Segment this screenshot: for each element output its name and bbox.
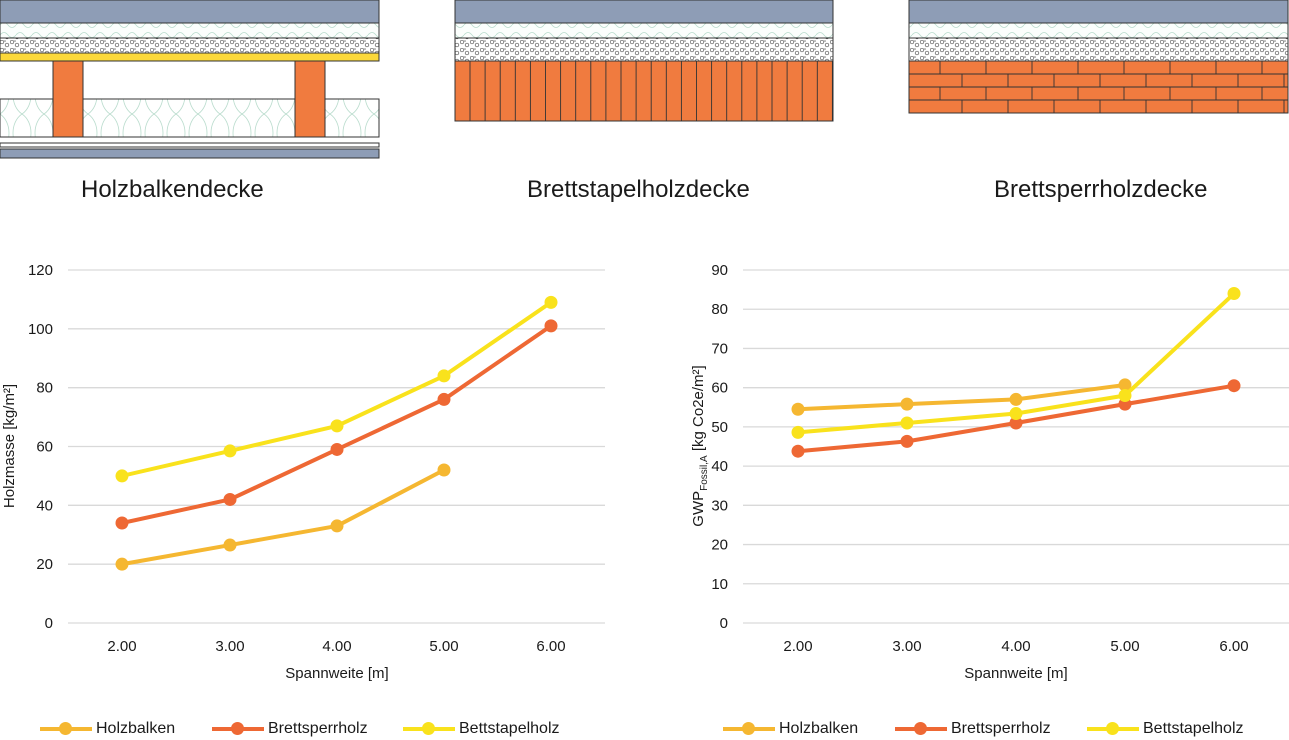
gwp-point-bettstapelholz bbox=[791, 425, 805, 439]
holzmasse-point-holzbalken bbox=[330, 519, 344, 533]
legend-item-holzbalken: Holzbalken bbox=[40, 720, 175, 738]
gwp-y-tick-label: 30 bbox=[711, 497, 728, 514]
holzmasse-y-axis-title: Holzmasse [kg/m²] bbox=[1, 384, 18, 508]
gwp-y-tick-label: 0 bbox=[720, 615, 728, 632]
legend-swatch bbox=[212, 722, 264, 735]
gwp-y-tick-label: 40 bbox=[711, 458, 728, 475]
gwp-point-brettsperrholz bbox=[900, 434, 914, 448]
floor-construction-diagrams bbox=[0, 0, 1289, 159]
gwp-point-holzbalken bbox=[1009, 392, 1023, 406]
legend-swatch bbox=[403, 722, 455, 735]
holzmasse-y-tick-label: 100 bbox=[28, 321, 53, 338]
gwp-point-bettstapelholz bbox=[900, 416, 914, 430]
holzmasse-y-tick-label: 120 bbox=[28, 262, 53, 279]
legend-swatch bbox=[895, 722, 947, 735]
gwp-x-tick-label: 2.00 bbox=[783, 638, 812, 655]
diagram-brettsperrholzdecke bbox=[908, 0, 1289, 114]
diagram-title-holzbalkendecke: Holzbalkendecke bbox=[81, 176, 264, 203]
holzmasse-point-brettsperrholz bbox=[330, 442, 344, 456]
gwp-y-tick-label: 10 bbox=[711, 576, 728, 593]
gwp-y-tick-label: 80 bbox=[711, 301, 728, 318]
gwp-x-tick-label: 3.00 bbox=[892, 638, 921, 655]
diagram-title-brettstapelholzdecke: Brettstapelholzdecke bbox=[527, 176, 750, 203]
holzmasse-point-brettsperrholz bbox=[115, 516, 129, 530]
gwp-line-holzbalken bbox=[797, 382, 1126, 412]
holzmasse-y-tick-label: 40 bbox=[36, 497, 53, 514]
holzmasse-point-brettsperrholz bbox=[544, 319, 558, 333]
holzmasse-y-tick-label: 20 bbox=[36, 556, 53, 573]
legend-label: Brettsperrholz bbox=[951, 720, 1051, 737]
gwp-y-axis-title: GWPFossil,A [kg Co2e/m²] bbox=[690, 365, 710, 526]
holzmasse-point-brettsperrholz bbox=[223, 492, 237, 506]
legend-label: Brettsperrholz bbox=[268, 720, 368, 737]
legend-item-brettsperrholz: Brettsperrholz bbox=[895, 720, 1051, 738]
holzmasse-x-tick-label: 2.00 bbox=[107, 638, 136, 655]
gwp-point-bettstapelholz bbox=[1227, 287, 1241, 301]
holzmasse-point-bettstapelholz bbox=[437, 369, 451, 383]
holzmasse-point-bettstapelholz bbox=[223, 444, 237, 458]
holzmasse-point-bettstapelholz bbox=[115, 469, 129, 483]
diagram-holzbalkendecke bbox=[0, 0, 380, 159]
gwp-x-axis-title: Spannweite [m] bbox=[964, 665, 1067, 682]
holzmasse-point-holzbalken bbox=[437, 463, 451, 477]
holzmasse-point-holzbalken bbox=[115, 557, 129, 571]
legend-swatch bbox=[40, 722, 92, 735]
legend-item-bettstapelholz: Bettstapelholz bbox=[403, 720, 560, 738]
holzmasse-y-tick-label: 60 bbox=[36, 439, 53, 456]
legend-item-bettstapelholz: Bettstapelholz bbox=[1087, 720, 1244, 738]
holzmasse-x-tick-label: 3.00 bbox=[215, 638, 244, 655]
holzmasse-point-bettstapelholz bbox=[544, 295, 558, 309]
legend-swatch bbox=[723, 722, 775, 735]
gwp-point-brettsperrholz bbox=[791, 444, 805, 458]
gwp-point-brettsperrholz bbox=[1227, 379, 1241, 393]
holzmasse-point-bettstapelholz bbox=[330, 419, 344, 433]
gwp-y-tick-label: 20 bbox=[711, 537, 728, 554]
holzmasse-y-tick-label: 80 bbox=[36, 380, 53, 397]
gwp-y-tick-label: 90 bbox=[711, 262, 728, 279]
holzmasse-line-holzbalken bbox=[121, 468, 445, 567]
gwp-x-tick-label: 5.00 bbox=[1110, 638, 1139, 655]
gwp-point-bettstapelholz bbox=[1009, 407, 1023, 421]
gwp-y-tick-label: 70 bbox=[711, 340, 728, 357]
gwp-x-tick-label: 6.00 bbox=[1219, 638, 1248, 655]
holzmasse-point-holzbalken bbox=[223, 538, 237, 552]
holzmasse-x-axis-title: Spannweite [m] bbox=[285, 665, 388, 682]
legend-label: Holzbalken bbox=[96, 720, 176, 737]
gwp-y-tick-label: 60 bbox=[711, 380, 728, 397]
gwp-point-holzbalken bbox=[900, 397, 914, 411]
legend-label: Bettstapelholz bbox=[459, 720, 560, 737]
legend-swatch bbox=[1087, 722, 1139, 735]
gwp-point-brettsperrholz bbox=[1009, 416, 1023, 430]
holzmasse-x-tick-label: 4.00 bbox=[322, 638, 351, 655]
gwp-point-holzbalken bbox=[1118, 378, 1132, 392]
gwp-point-bettstapelholz bbox=[1118, 389, 1132, 403]
legend-label: Bettstapelholz bbox=[1143, 720, 1244, 737]
holzmasse-point-brettsperrholz bbox=[437, 392, 451, 406]
diagram-brettstapelholzdecke bbox=[454, 0, 834, 122]
gwp-y-tick-label: 50 bbox=[711, 419, 728, 436]
gwp-x-tick-label: 4.00 bbox=[1001, 638, 1030, 655]
legend-item-holzbalken: Holzbalken bbox=[723, 720, 858, 738]
gwp-point-holzbalken bbox=[791, 402, 805, 416]
legend-item-brettsperrholz: Brettsperrholz bbox=[212, 720, 368, 738]
holzmasse-x-tick-label: 6.00 bbox=[536, 638, 565, 655]
diagram-title-brettsperrholzdecke: Brettsperrholzdecke bbox=[994, 176, 1208, 203]
holzmasse-y-tick-label: 0 bbox=[45, 615, 53, 632]
holzmasse-x-tick-label: 5.00 bbox=[429, 638, 458, 655]
legend-label: Holzbalken bbox=[779, 720, 859, 737]
